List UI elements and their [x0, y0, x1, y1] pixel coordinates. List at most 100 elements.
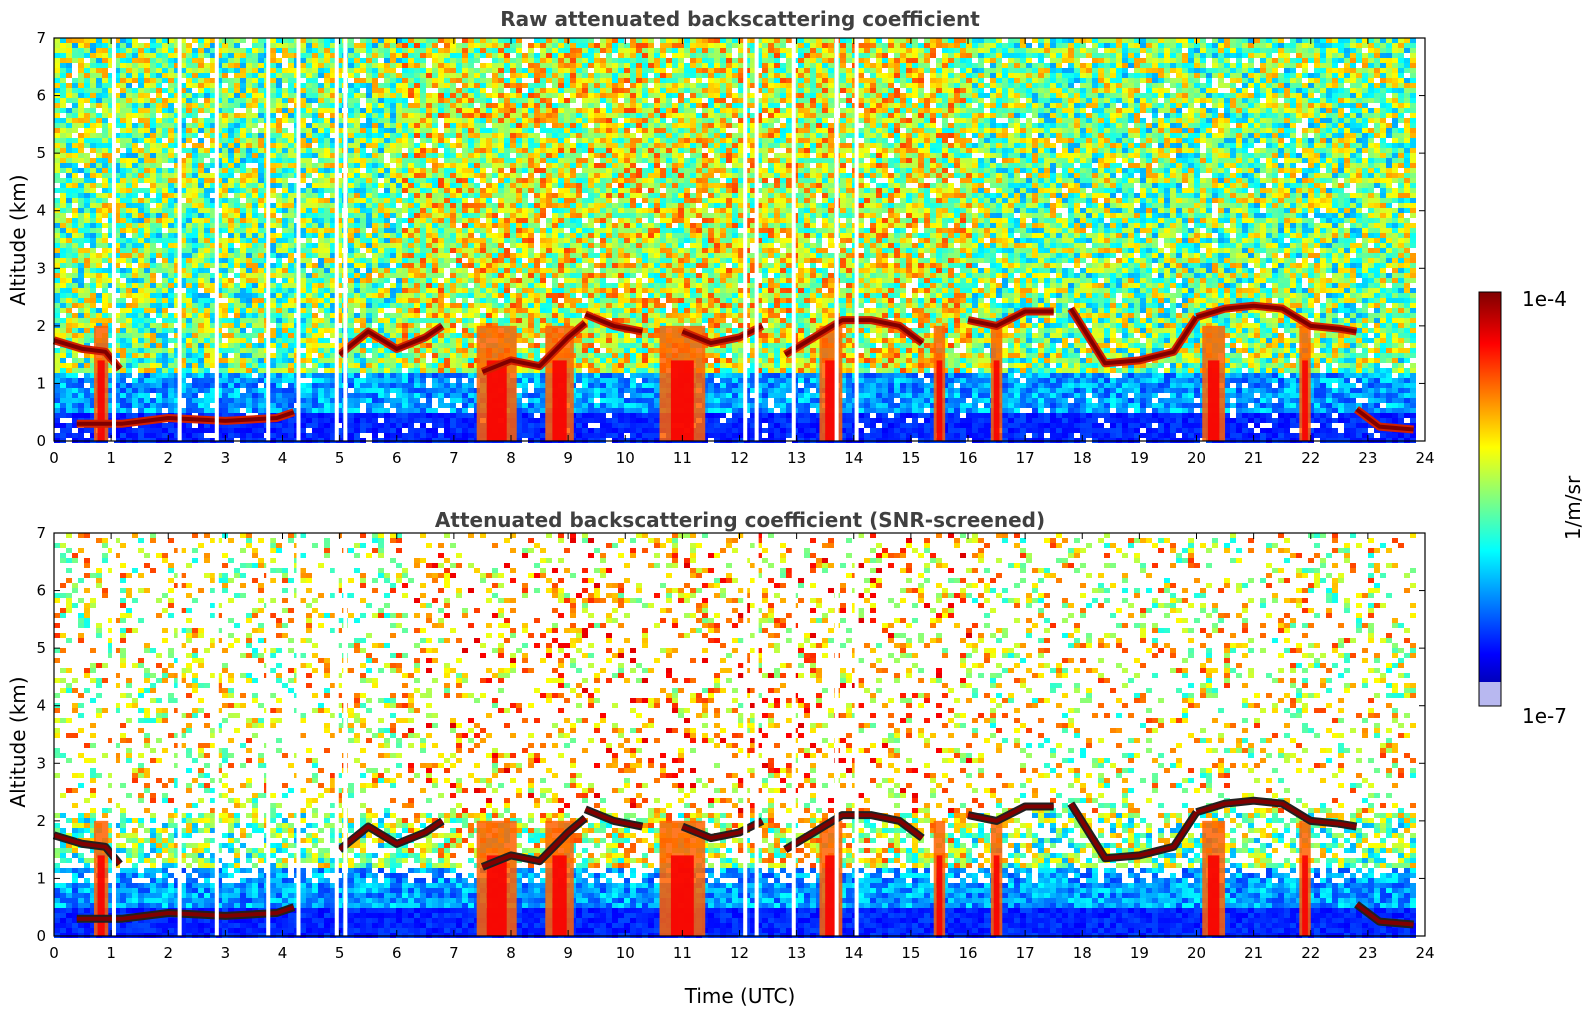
precipitation-core-7	[1208, 360, 1219, 441]
y-tick-label: 0	[36, 927, 46, 945]
x-tick-label: 19	[1130, 944, 1149, 962]
x-tick-label: 21	[1244, 449, 1263, 467]
x-tick-label: 3	[221, 944, 231, 962]
precipitation-core-3	[671, 360, 694, 441]
x-tick-label: 24	[1415, 944, 1434, 962]
data-gap-2	[215, 38, 219, 441]
y-tick-label: 5	[36, 639, 46, 657]
x-tick-label: 18	[1073, 944, 1092, 962]
panel-screened-plot	[54, 533, 1425, 938]
x-tick-label: 4	[278, 449, 288, 467]
panel-raw-ylabel: Altitude (km)	[6, 174, 30, 305]
x-tick-label: 7	[449, 944, 459, 962]
data-gap-10	[835, 533, 839, 936]
y-tick-label: 1	[36, 374, 46, 392]
precipitation-core-2	[552, 360, 566, 441]
x-tick-label: 21	[1244, 944, 1263, 962]
x-tick-label: 15	[901, 449, 920, 467]
x-tick-label: 24	[1415, 449, 1434, 467]
x-tick-label: 17	[1016, 449, 1035, 467]
x-tick-label: 5	[335, 944, 345, 962]
colorbar-gradient	[1479, 292, 1501, 706]
y-tick-label: 4	[36, 697, 46, 715]
x-tick-label: 12	[730, 449, 749, 467]
x-tick-label: 16	[958, 449, 977, 467]
precipitation-core-7	[1208, 855, 1219, 936]
x-tick-label: 0	[49, 944, 59, 962]
y-tick-label: 3	[36, 259, 46, 277]
x-tick-label: 10	[616, 449, 635, 467]
data-gap-2	[215, 533, 219, 936]
x-tick-label: 9	[563, 944, 573, 962]
data-gap-4	[296, 38, 300, 441]
colorbar-min-label: 1e-7	[1522, 704, 1567, 728]
x-tick-label: 18	[1073, 449, 1092, 467]
x-tick-label: 6	[392, 944, 402, 962]
x-tick-label: 15	[901, 944, 920, 962]
data-gap-6	[343, 38, 347, 441]
data-gap-1	[178, 533, 182, 936]
y-tick-label: 4	[36, 202, 46, 220]
precipitation-core-5	[937, 360, 943, 441]
data-gap-11	[855, 38, 859, 441]
panel-screened-title: Attenuated backscattering coefficient (S…	[435, 508, 1045, 532]
data-gap-0	[112, 533, 116, 936]
x-tick-label: 23	[1358, 944, 1377, 962]
x-tick-label: 14	[844, 449, 863, 467]
precipitation-core-2	[552, 855, 566, 936]
colorbar-label: 1/m/sr	[1561, 475, 1585, 540]
x-tick-label: 20	[1187, 449, 1206, 467]
x-tick-label: 2	[163, 944, 173, 962]
data-gap-9	[792, 533, 796, 936]
y-tick-label: 3	[36, 754, 46, 772]
y-tick-label: 7	[36, 524, 46, 542]
x-tick-label: 3	[221, 449, 231, 467]
precipitation-core-0	[98, 855, 105, 936]
data-gap-4	[296, 533, 300, 936]
precipitation-core-6	[994, 855, 1000, 936]
panel-raw-title: Raw attenuated backscattering coefficien…	[500, 7, 980, 31]
precipitation-core-3	[671, 855, 694, 936]
data-gap-3	[266, 533, 270, 936]
x-tick-label: 7	[449, 449, 459, 467]
data-gap-7	[743, 533, 747, 936]
x-tick-label: 0	[49, 449, 59, 467]
panel-screened-ylabel: Altitude (km)	[6, 676, 30, 807]
x-tick-label: 16	[958, 944, 977, 962]
x-tick-label: 2	[163, 449, 173, 467]
y-tick-label: 0	[36, 432, 46, 450]
panel-raw: Raw attenuated backscattering coefficien…	[6, 7, 1435, 467]
precipitation-core-5	[937, 855, 943, 936]
data-gap-5	[335, 533, 339, 936]
precipitation-core-6	[994, 360, 1000, 441]
x-tick-label: 20	[1187, 944, 1206, 962]
x-tick-label: 6	[392, 449, 402, 467]
y-tick-label: 2	[36, 812, 46, 830]
data-gap-6	[343, 533, 347, 936]
data-gap-7	[743, 38, 747, 441]
x-tick-label: 1	[106, 449, 116, 467]
colorbar: 1e-4 1e-7 1/m/sr	[1479, 287, 1585, 728]
x-tick-label: 12	[730, 944, 749, 962]
y-tick-label: 7	[36, 29, 46, 47]
y-tick-label: 6	[36, 582, 46, 600]
x-tick-label: 19	[1130, 449, 1149, 467]
x-tick-label: 23	[1358, 449, 1377, 467]
x-tick-label: 14	[844, 944, 863, 962]
x-tick-label: 17	[1016, 944, 1035, 962]
data-gap-8	[755, 38, 759, 441]
colorbar-low-end	[1479, 682, 1501, 706]
precipitation-core-8	[1302, 360, 1308, 441]
panel-raw-plot	[54, 38, 1425, 443]
x-tick-label: 13	[787, 944, 806, 962]
y-tick-label: 2	[36, 317, 46, 335]
x-tick-label: 9	[563, 449, 573, 467]
x-tick-label: 5	[335, 449, 345, 467]
panel-screened: Attenuated backscattering coefficient (S…	[6, 508, 1435, 1008]
colorbar-scale	[1479, 292, 1501, 706]
data-gap-10	[835, 38, 839, 441]
y-tick-label: 1	[36, 869, 46, 887]
x-tick-label: 1	[106, 944, 116, 962]
